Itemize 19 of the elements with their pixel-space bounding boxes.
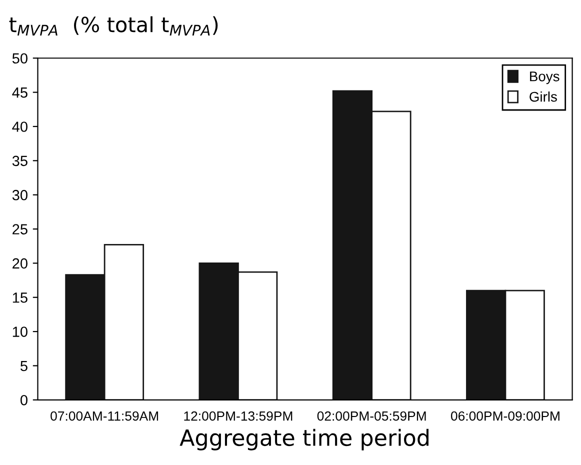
x-tick-label: 12:00PM-13:59PM (184, 411, 292, 421)
x-tick-label: 02:00PM-05:59PM (317, 411, 426, 421)
x-axis-title: Aggregate time period (180, 428, 428, 450)
y-tick-label: 35 (12, 156, 28, 166)
y-tick-label: 40 (12, 122, 28, 132)
y-tick-label: 5 (20, 360, 28, 372)
y-tick-label: 15 (12, 292, 28, 303)
y-tick-label: 20 (12, 258, 28, 269)
y-tick-label: 25 (12, 224, 28, 234)
y-tick-label: 30 (12, 190, 28, 200)
y-tick-label: 0 (20, 395, 28, 406)
y-tick-label: 45 (12, 88, 28, 98)
y-tick-label: 50 (12, 53, 28, 64)
legend-label: Girls (530, 91, 557, 102)
x-tick-label: 07:00AM-11:59AM (50, 411, 158, 421)
legend-label: Boys (530, 72, 560, 84)
chart-title: t$_{MVPA}$ (% total t$_{MVPA}$) (9, 16, 218, 36)
x-tick-label: 06:00PM-09:00PM (450, 411, 560, 421)
y-tick-label: 10 (12, 326, 28, 337)
